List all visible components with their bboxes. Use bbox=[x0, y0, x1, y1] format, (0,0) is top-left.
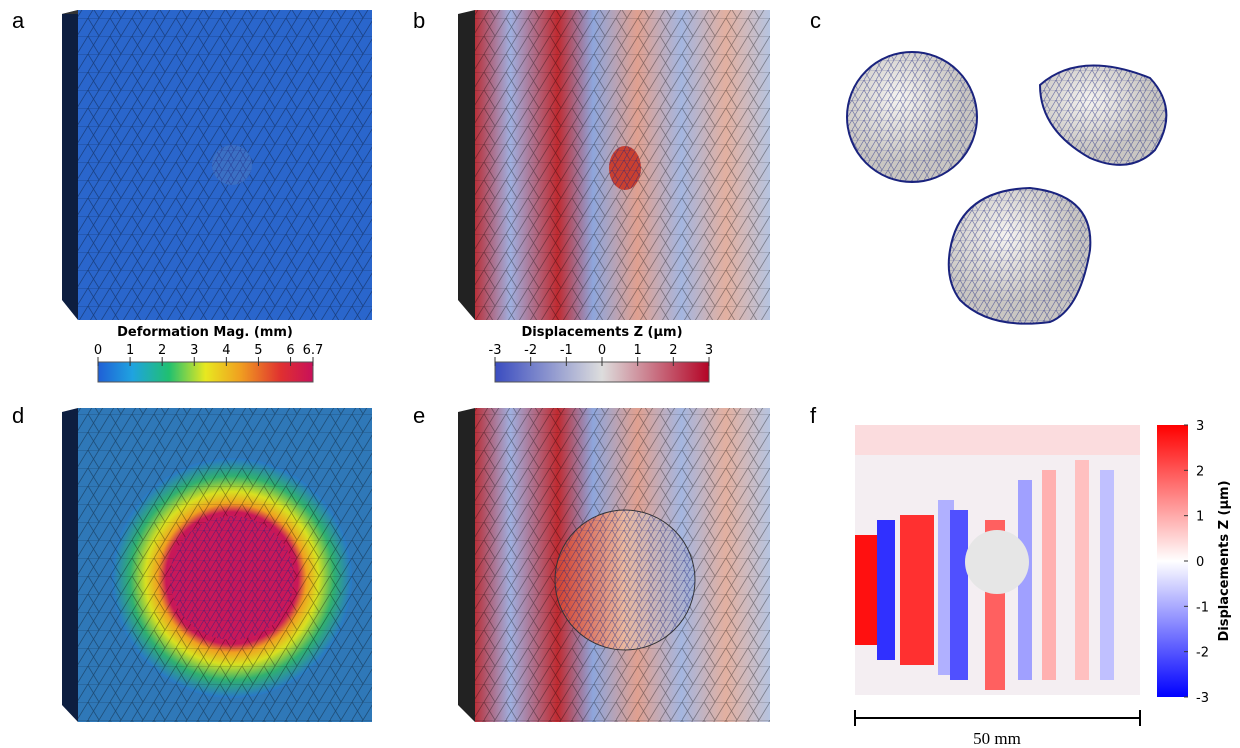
tick-label: -3 bbox=[1196, 691, 1209, 706]
colorbar bbox=[97, 361, 314, 383]
tick-label: 4 bbox=[222, 343, 230, 358]
tick-label: 5 bbox=[254, 343, 262, 358]
tick-label: 1 bbox=[634, 343, 642, 358]
tick-label: 3 bbox=[190, 343, 198, 358]
colorbar-title: Displacements Z (μm) bbox=[1217, 480, 1232, 641]
tick-label: -3 bbox=[489, 343, 502, 358]
tick-label: 1 bbox=[126, 343, 134, 358]
tick-label: 2 bbox=[1196, 464, 1204, 479]
tick-label: 1 bbox=[1196, 510, 1204, 525]
tick-label: 2 bbox=[158, 343, 166, 358]
panel-label: c bbox=[810, 8, 821, 33]
tick-label: -2 bbox=[524, 343, 537, 358]
tick-label: -1 bbox=[1196, 600, 1209, 615]
panel-label: f bbox=[810, 403, 817, 428]
tick-label: 6 bbox=[286, 343, 294, 358]
render-a bbox=[62, 10, 372, 320]
tick-label: 2 bbox=[669, 343, 677, 358]
tick-label: 0 bbox=[598, 343, 606, 358]
panel-label: a bbox=[12, 8, 25, 33]
render-c bbox=[846, 51, 1168, 325]
panel-label: d bbox=[12, 403, 24, 428]
render-d bbox=[62, 408, 372, 722]
heatmap: 50 mm bbox=[854, 425, 1188, 748]
render-b bbox=[458, 10, 770, 320]
tick-label: 0 bbox=[1196, 555, 1204, 570]
tick-label: 6.7 bbox=[303, 343, 324, 358]
tick-label: 0 bbox=[94, 343, 102, 358]
tick-label: 3 bbox=[1196, 419, 1204, 434]
render-e bbox=[458, 408, 770, 722]
tick-label: -2 bbox=[1196, 646, 1209, 661]
colorbar-title: Deformation Mag. (mm) bbox=[117, 325, 293, 340]
panel-label: e bbox=[413, 403, 425, 428]
tick-label: -1 bbox=[560, 343, 573, 358]
tick-label: 3 bbox=[705, 343, 713, 358]
panel-label: b bbox=[413, 8, 425, 33]
scale-bar-label: 50 mm bbox=[973, 729, 1021, 748]
colorbar-title: Displacements Z (μm) bbox=[521, 325, 682, 340]
